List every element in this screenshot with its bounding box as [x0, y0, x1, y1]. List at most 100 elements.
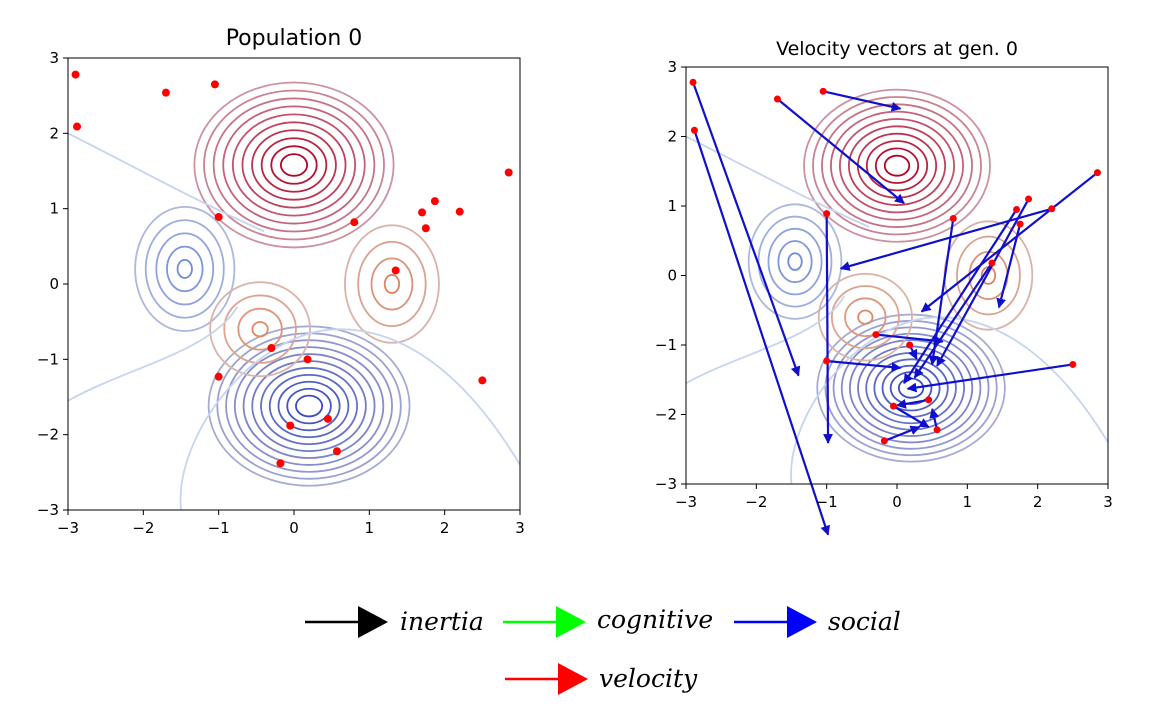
population-point: [161, 88, 170, 97]
y-tick-label: −1: [37, 350, 59, 368]
particle-point: [1025, 195, 1033, 203]
x-tick-label: 1: [365, 519, 375, 537]
arrow-icon: [558, 663, 588, 695]
contour-line: [68, 132, 265, 233]
legend-label: velocity: [599, 664, 698, 693]
y-tick-label: −3: [655, 475, 677, 493]
contour-line: [686, 135, 870, 228]
velocity-arrow: [913, 262, 993, 379]
contour-line: [286, 387, 332, 425]
y-tick-label: 1: [49, 200, 59, 218]
contour-line: [817, 272, 913, 362]
velocity-arrow: [826, 359, 902, 373]
population-point: [286, 421, 295, 430]
particle-point: [933, 426, 941, 434]
contour-line: [260, 137, 328, 193]
y-tick-label: 0: [667, 267, 677, 285]
population-point: [267, 344, 276, 353]
contour-line: [166, 245, 204, 293]
contour-line: [237, 307, 283, 351]
velocity-arrow: [823, 213, 833, 444]
x-tick-label: −3: [57, 519, 79, 537]
particle-point: [773, 95, 781, 103]
population-point: [504, 168, 513, 177]
contour-line: [223, 294, 297, 364]
x-tick-label: −1: [208, 519, 230, 537]
velocity-arrow: [892, 405, 930, 428]
contour-line: [212, 97, 376, 233]
population-point: [71, 70, 80, 79]
contour-line: [176, 258, 193, 279]
contour-line: [231, 113, 357, 217]
particle-point: [1069, 360, 1077, 368]
contour-line: [838, 118, 956, 214]
contour-line: [222, 105, 366, 225]
contour-line: [370, 257, 414, 311]
arrow-icon: [358, 606, 388, 638]
legend-label: social: [828, 607, 901, 636]
contour-line: [233, 346, 385, 466]
contour-plot: [686, 88, 1108, 484]
x-tick-label: −3: [675, 493, 697, 511]
contour-line: [881, 364, 941, 412]
contour-line: [295, 394, 324, 418]
velocity-arrow: [875, 333, 944, 346]
contour-line: [874, 147, 920, 184]
contour-line: [203, 89, 385, 241]
velocity-arrow: [936, 198, 1030, 367]
contour-line: [848, 339, 974, 437]
contour-line: [260, 367, 359, 446]
population-point: [73, 122, 82, 131]
contour-line: [812, 96, 982, 236]
contour-line: [193, 81, 395, 249]
contour-line: [179, 328, 520, 510]
particle-point: [988, 259, 996, 267]
y-tick-label: 1: [667, 197, 677, 215]
contour-line: [857, 309, 874, 325]
y-tick-label: −2: [655, 406, 677, 424]
y-tick-label: −3: [37, 501, 59, 519]
axis-ticks: −3 −2 −1 0 1 2 3 −3 −2 −1 0 1 2 3: [655, 58, 1113, 511]
contour-line: [956, 235, 1021, 316]
contour-line: [686, 295, 846, 385]
particle-point: [1093, 169, 1101, 177]
particle-point: [872, 331, 880, 339]
population-point: [478, 376, 487, 385]
contour-line: [209, 281, 311, 378]
particle-point: [690, 126, 698, 134]
legend-label: cognitive: [597, 605, 713, 634]
particle-point: [889, 402, 897, 410]
population-point: [421, 224, 430, 233]
velocity-arrow: [906, 363, 1073, 393]
contour-line: [856, 132, 938, 199]
contour-line: [357, 240, 427, 328]
x-tick-label: 3: [515, 519, 525, 537]
population-point: [350, 218, 359, 227]
population-point: [430, 197, 439, 206]
population-points: [71, 70, 513, 468]
population-point: [214, 212, 223, 221]
y-tick-label: 0: [49, 275, 59, 293]
population-point: [323, 414, 332, 423]
x-tick-label: 3: [1103, 493, 1113, 511]
contour-line: [270, 145, 318, 185]
velocity-chart: Velocity vectors at gen. 0 −3 −2 −1 0 1 2 3−3−…: [655, 38, 1113, 536]
y-tick-label: 3: [667, 58, 677, 76]
velocity-arrow: [903, 208, 1018, 385]
population-chart: Population 0 −3 −2 −1 0 1 2 3 −3 −2 −1 0 1 2 3: [37, 26, 525, 537]
legend-label: inertia: [400, 607, 484, 636]
contour-line: [883, 154, 911, 177]
x-tick-label: −2: [132, 519, 154, 537]
particle-point: [823, 210, 831, 218]
axis-ticks: −3 −2 −1 0 1 2 3 −3 −2 −1 0 1 2 3: [37, 49, 525, 537]
velocity-arrow: [822, 90, 902, 112]
velocity-arrow: [920, 171, 1099, 313]
contour-line: [865, 140, 929, 192]
particle-point: [925, 396, 933, 404]
contour-line: [251, 129, 337, 201]
contour-line: [840, 332, 982, 444]
contour-plot: [68, 81, 520, 510]
x-tick-label: 0: [892, 493, 902, 511]
population-point: [214, 372, 223, 381]
